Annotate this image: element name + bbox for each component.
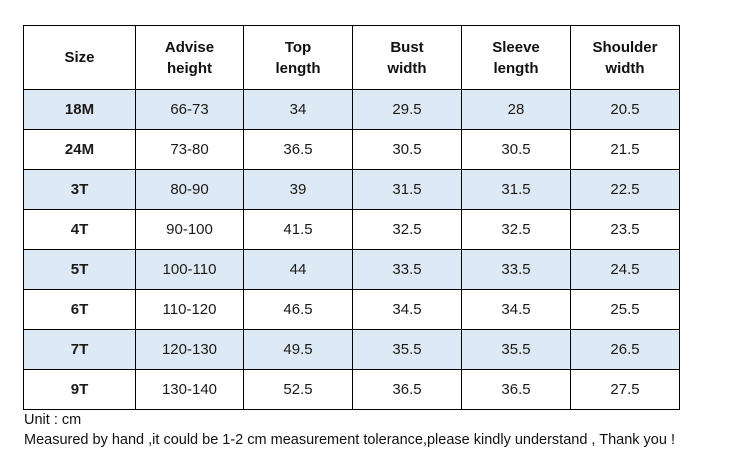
header-row: Size Advise height Top length Bust width… xyxy=(23,25,680,90)
header-top-length: Top length xyxy=(243,25,353,90)
size-chart-table: Size Advise height Top length Bust width… xyxy=(23,25,680,410)
advise-height-cell: 73-80 xyxy=(135,129,244,170)
shoulder-width-cell: 25.5 xyxy=(570,289,680,330)
top-length-cell: 46.5 xyxy=(243,289,353,330)
bust-width-cell: 33.5 xyxy=(352,249,462,290)
top-length-cell: 41.5 xyxy=(243,209,353,250)
table-row: 7T 120-130 49.5 35.5 35.5 26.5 xyxy=(23,329,680,370)
header-advise-height: Advise height xyxy=(135,25,244,90)
size-cell: 7T xyxy=(23,329,136,370)
top-length-cell: 52.5 xyxy=(243,369,353,410)
advise-height-cell: 66-73 xyxy=(135,89,244,130)
advise-height-cell: 130-140 xyxy=(135,369,244,410)
advise-height-cell: 90-100 xyxy=(135,209,244,250)
shoulder-width-cell: 26.5 xyxy=(570,329,680,370)
table-row: 24M 73-80 36.5 30.5 30.5 21.5 xyxy=(23,129,680,170)
header-size: Size xyxy=(23,25,136,90)
size-cell: 3T xyxy=(23,169,136,210)
advise-height-cell: 110-120 xyxy=(135,289,244,330)
advise-height-cell: 120-130 xyxy=(135,329,244,370)
size-cell: 9T xyxy=(23,369,136,410)
sleeve-length-cell: 30.5 xyxy=(461,129,571,170)
size-cell: 6T xyxy=(23,289,136,330)
top-length-cell: 36.5 xyxy=(243,129,353,170)
bust-width-cell: 36.5 xyxy=(352,369,462,410)
table-row: 3T 80-90 39 31.5 31.5 22.5 xyxy=(23,169,680,210)
sleeve-length-cell: 35.5 xyxy=(461,329,571,370)
size-cell: 18M xyxy=(23,89,136,130)
sleeve-length-cell: 33.5 xyxy=(461,249,571,290)
sleeve-length-cell: 32.5 xyxy=(461,209,571,250)
bust-width-cell: 32.5 xyxy=(352,209,462,250)
advise-height-cell: 100-110 xyxy=(135,249,244,290)
shoulder-width-cell: 27.5 xyxy=(570,369,680,410)
header-sleeve-length: Sleeve length xyxy=(461,25,571,90)
table-row: 9T 130-140 52.5 36.5 36.5 27.5 xyxy=(23,369,680,410)
shoulder-width-cell: 22.5 xyxy=(570,169,680,210)
table-row: 4T 90-100 41.5 32.5 32.5 23.5 xyxy=(23,209,680,250)
sleeve-length-cell: 34.5 xyxy=(461,289,571,330)
size-cell: 5T xyxy=(23,249,136,290)
table-row: 18M 66-73 34 29.5 28 20.5 xyxy=(23,89,680,130)
bust-width-cell: 35.5 xyxy=(352,329,462,370)
top-length-cell: 49.5 xyxy=(243,329,353,370)
sleeve-length-cell: 31.5 xyxy=(461,169,571,210)
sleeve-length-cell: 36.5 xyxy=(461,369,571,410)
unit-note: Unit : cm xyxy=(24,412,82,428)
bust-width-cell: 30.5 xyxy=(352,129,462,170)
shoulder-width-cell: 23.5 xyxy=(570,209,680,250)
advise-height-cell: 80-90 xyxy=(135,169,244,210)
bust-width-cell: 29.5 xyxy=(352,89,462,130)
shoulder-width-cell: 20.5 xyxy=(570,89,680,130)
size-cell: 4T xyxy=(23,209,136,250)
size-cell: 24M xyxy=(23,129,136,170)
header-shoulder-width: Shoulder width xyxy=(570,25,680,90)
top-length-cell: 39 xyxy=(243,169,353,210)
top-length-cell: 44 xyxy=(243,249,353,290)
shoulder-width-cell: 21.5 xyxy=(570,129,680,170)
table-row: 6T 110-120 46.5 34.5 34.5 25.5 xyxy=(23,289,680,330)
header-bust-width: Bust width xyxy=(352,25,462,90)
sleeve-length-cell: 28 xyxy=(461,89,571,130)
measurement-note: Measured by hand ,it could be 1-2 cm mea… xyxy=(24,432,675,448)
bust-width-cell: 34.5 xyxy=(352,289,462,330)
bust-width-cell: 31.5 xyxy=(352,169,462,210)
top-length-cell: 34 xyxy=(243,89,353,130)
table-row: 5T 100-110 44 33.5 33.5 24.5 xyxy=(23,249,680,290)
shoulder-width-cell: 24.5 xyxy=(570,249,680,290)
